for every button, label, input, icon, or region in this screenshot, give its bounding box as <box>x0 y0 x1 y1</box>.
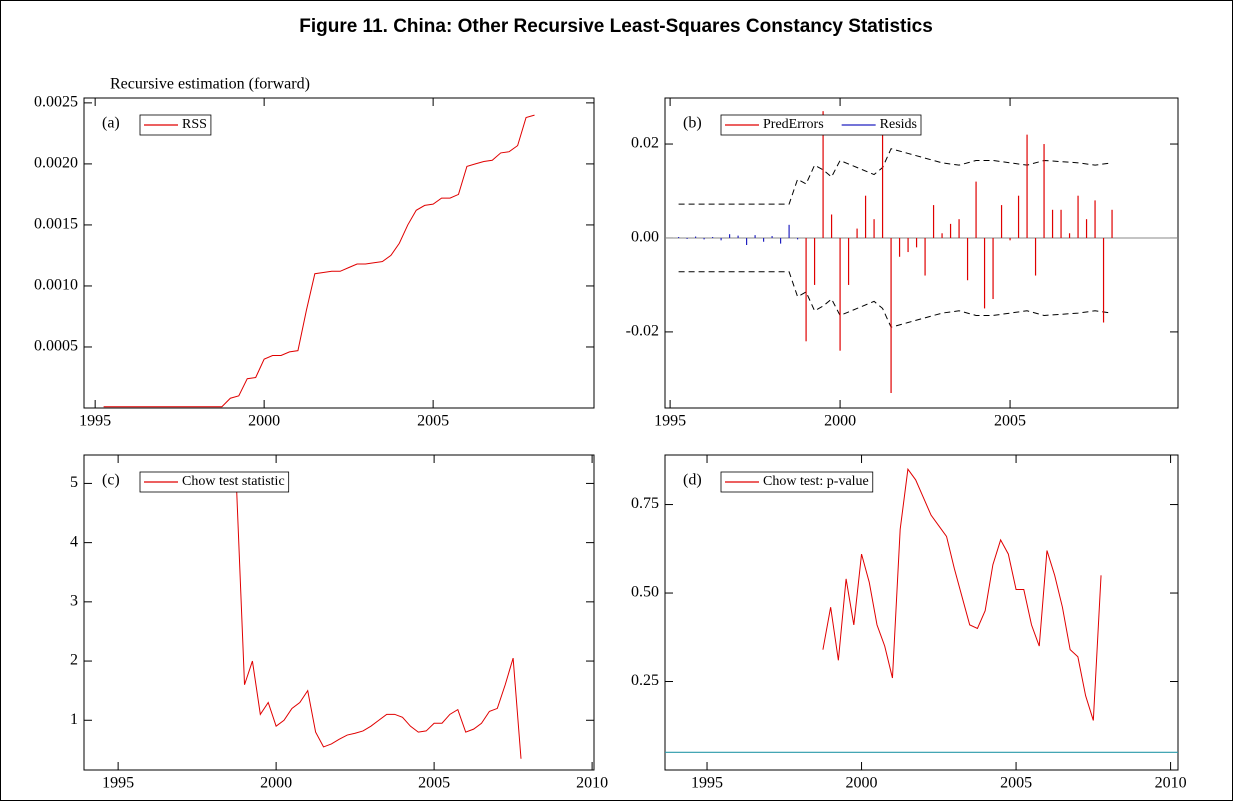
x-tick-label: 1995 <box>654 413 686 430</box>
x-tick-label: 2005 <box>994 413 1026 430</box>
x-tick-label: 2005 <box>1000 775 1032 792</box>
panel-label: (a) <box>102 115 120 132</box>
x-tick-label: 1995 <box>691 775 723 792</box>
y-tick-label: 0.25 <box>631 672 659 689</box>
x-tick-label: 1995 <box>79 413 111 430</box>
x-tick-label: 1995 <box>102 775 134 792</box>
legend-label: Resids <box>880 117 917 132</box>
y-tick-label: 3 <box>70 593 78 610</box>
y-tick-label: 0.0005 <box>34 338 78 355</box>
y-tick-label: -0.02 <box>626 323 659 340</box>
x-tick-label: 2000 <box>260 775 292 792</box>
series-line <box>236 489 522 759</box>
legend-label: Chow test statistic <box>182 474 285 489</box>
figure-title: Figure 11. China: Other Recursive Least-… <box>299 16 933 37</box>
x-tick-label: 2005 <box>418 775 450 792</box>
plot-frame <box>83 454 595 771</box>
y-tick-label: 0.50 <box>631 584 659 601</box>
x-tick-label: 2000 <box>824 413 856 430</box>
legend-box <box>720 114 922 136</box>
panel-label: (b) <box>683 115 702 132</box>
series-line <box>103 114 535 408</box>
y-tick-label: 0.0010 <box>34 277 78 294</box>
y-tick-label: 2 <box>70 652 78 669</box>
legend-box <box>139 471 290 493</box>
legend-label: PredErrors <box>763 117 824 132</box>
y-tick-label: 0.0025 <box>34 94 78 111</box>
band-line <box>678 148 1113 205</box>
y-tick-label: 0.75 <box>631 495 659 512</box>
panel-label: (c) <box>102 472 120 489</box>
annotation: Recursive estimation (forward) <box>110 76 310 93</box>
panel-label: (d) <box>683 472 702 489</box>
plot-frame <box>664 454 1179 771</box>
legend-label: RSS <box>182 117 207 132</box>
y-tick-label: 0.00 <box>631 229 659 246</box>
y-tick-label: 0.02 <box>631 135 659 152</box>
y-tick-label: 5 <box>70 474 78 491</box>
y-tick-label: 0.0020 <box>34 155 78 172</box>
x-tick-label: 2000 <box>248 413 280 430</box>
legend-label: Chow test: p-value <box>763 474 869 489</box>
x-tick-label: 2005 <box>417 413 449 430</box>
y-tick-label: 1 <box>70 711 78 728</box>
y-tick-label: 0.0015 <box>34 216 78 233</box>
x-tick-label: 2010 <box>1155 775 1187 792</box>
x-tick-label: 2000 <box>846 775 878 792</box>
plot-frame <box>83 97 595 409</box>
series-line <box>822 467 1102 721</box>
plot-frame <box>664 97 1179 409</box>
y-tick-label: 4 <box>70 533 78 550</box>
x-tick-label: 2010 <box>576 775 608 792</box>
legend-box <box>720 471 874 493</box>
